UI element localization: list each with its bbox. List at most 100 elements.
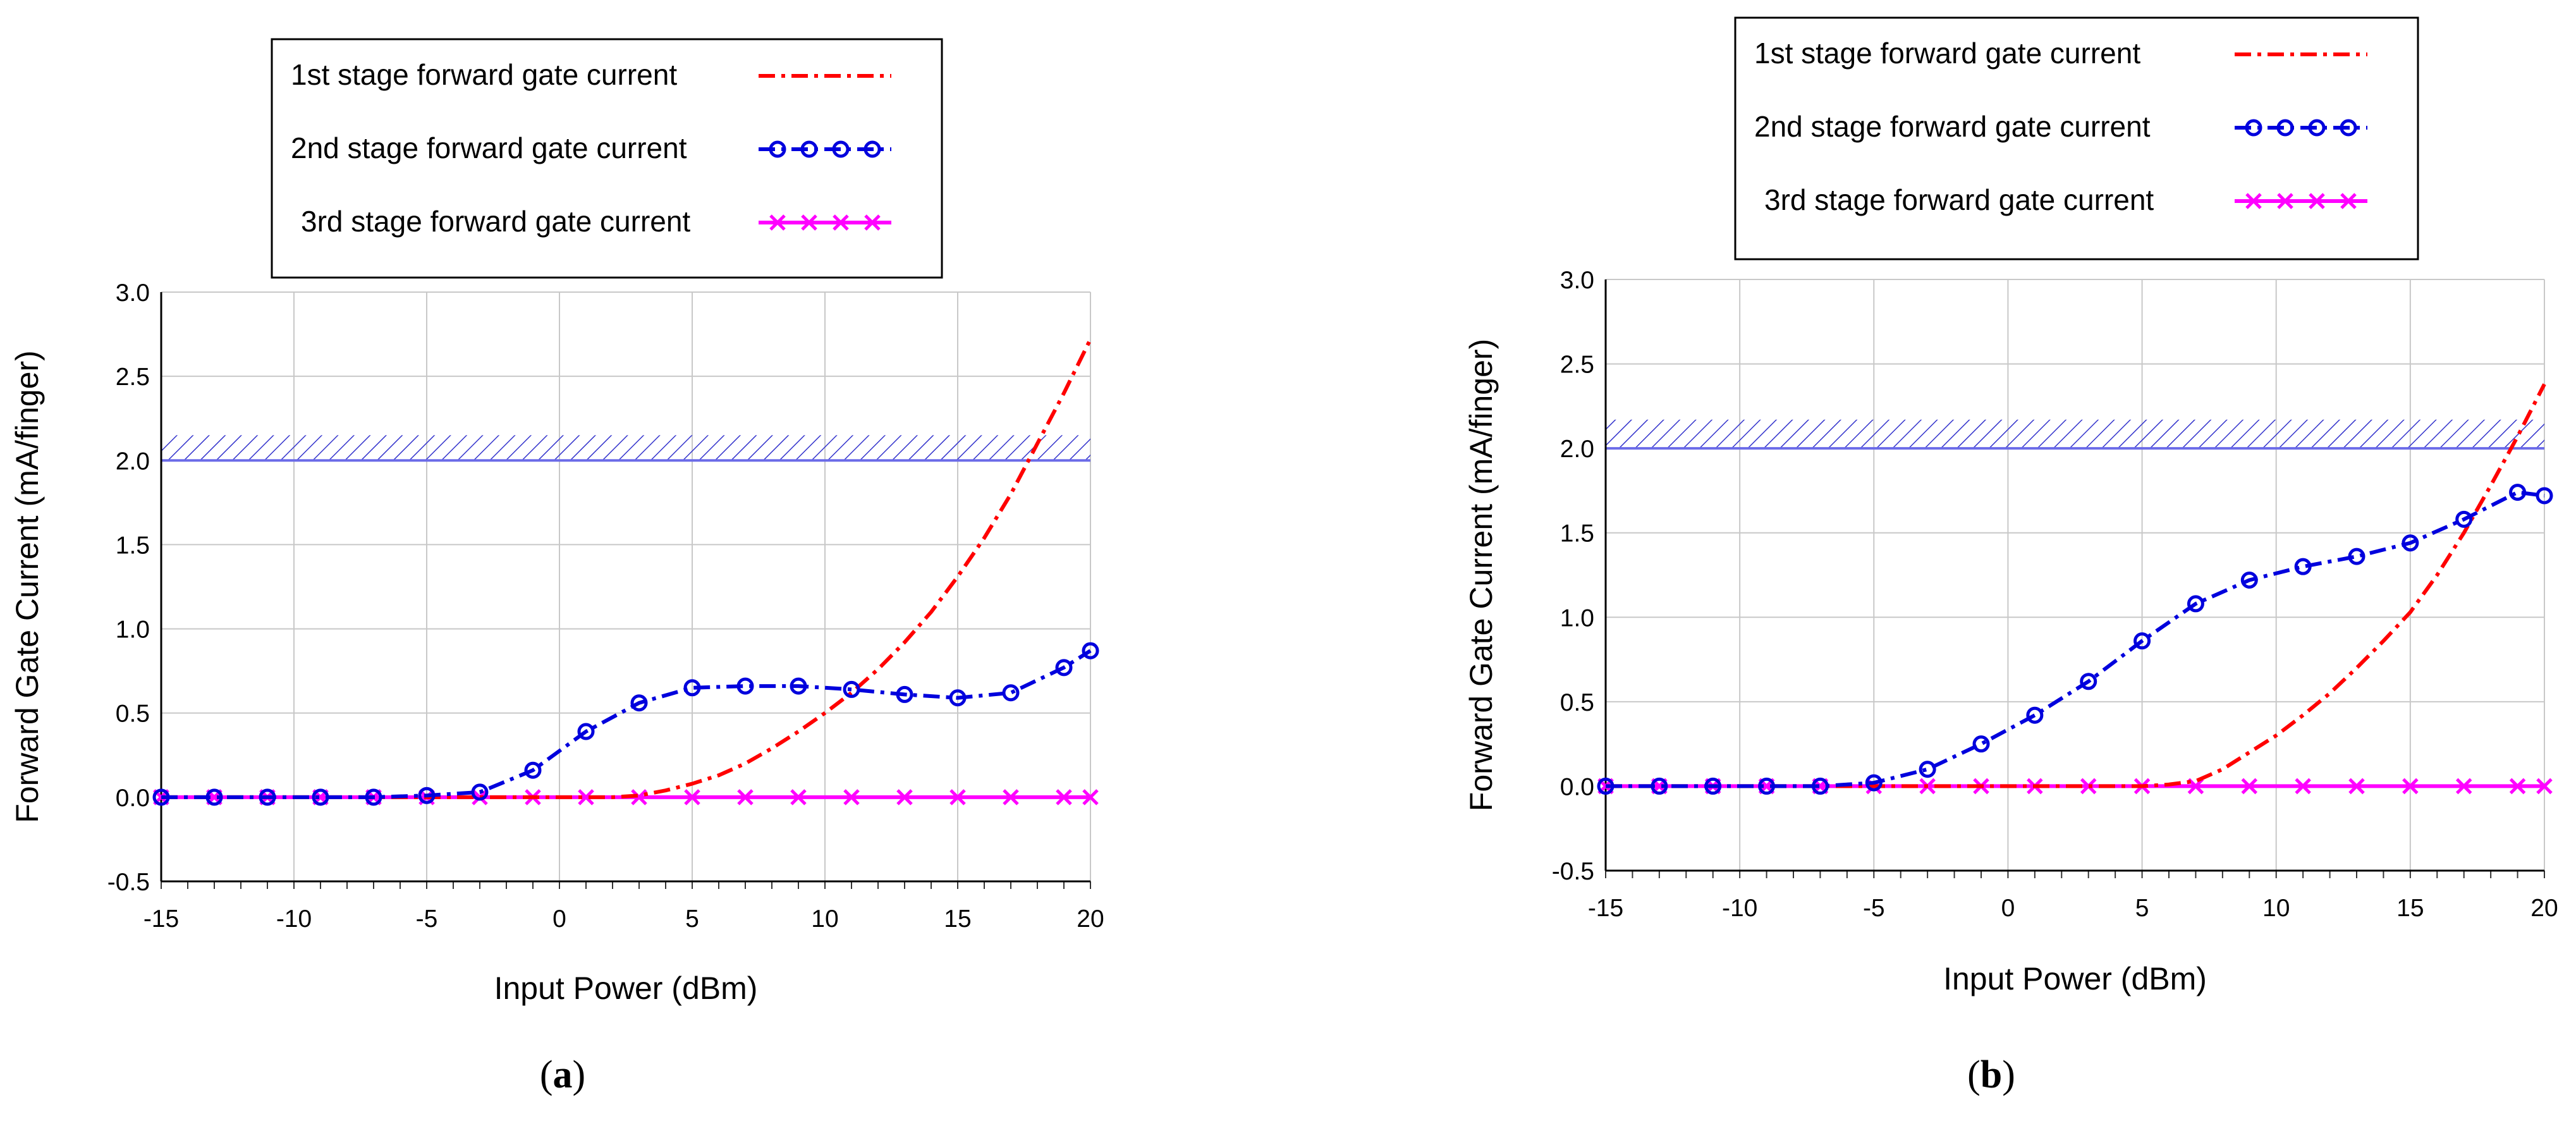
chart-panel-a: 3.0 2.5 2.0 1.5 1.0 0.5 0.0 -0.5 -15 -10 -5 0 5 10 15 2… — [0, 0, 1271, 1121]
series-2-point-14 — [896, 685, 913, 703]
series-3-point-15 — [949, 789, 966, 806]
series-3-point-13 — [843, 789, 860, 806]
x-tick-label: 15 — [944, 905, 971, 933]
series-3-point-8 — [578, 789, 594, 806]
series-2-point-17 — [2509, 484, 2527, 501]
series-legend-3-point-1 — [801, 214, 817, 231]
series-2-point-12 — [790, 677, 807, 695]
panel-caption: (a) — [540, 1053, 585, 1096]
series-2-point-4 — [1811, 777, 1829, 795]
series-legend-3-point-3 — [2340, 193, 2357, 209]
chart-b-svg: 3.0 2.5 2.0 1.5 1.0 0.5 0.0 -0.5 -15 -10 -5 0 5 10 15 2… — [1463, 16, 2558, 1096]
limit-hatch-band — [161, 435, 1090, 461]
series-3-point-15 — [2402, 778, 2419, 795]
series-3-point-9 — [2080, 778, 2097, 795]
y-tick-label: 0.0 — [1560, 773, 1594, 800]
legend-label-3: 3rd stage forward gate current — [301, 205, 690, 238]
x-tick-label: -10 — [276, 905, 312, 933]
series-3-point-12 — [2241, 778, 2258, 795]
series-3-point-11 — [2187, 778, 2204, 795]
series-3-point-18 — [2536, 778, 2553, 795]
panel-caption: (b) — [1967, 1053, 2015, 1096]
plot-area — [161, 292, 1090, 881]
legend-swatch-markers-2 — [769, 140, 881, 158]
series-2-point-10 — [683, 679, 701, 697]
x-tick-label: 5 — [2135, 895, 2149, 922]
legend-swatch-markers-3 — [2245, 193, 2357, 209]
series-2-point-17 — [1055, 659, 1073, 677]
series-2-point-7 — [1972, 735, 1990, 753]
series-2-point-5 — [1865, 774, 1883, 792]
series-2-point-8 — [577, 723, 595, 740]
series-2-point-7 — [524, 761, 542, 779]
x-tick-label: 10 — [811, 905, 838, 933]
chart-a-svg: 3.0 2.5 2.0 1.5 1.0 0.5 0.0 -0.5 -15 -10 -5 0 5 10 15 2… — [9, 38, 1104, 1096]
series-legend-3-point-0 — [769, 214, 786, 231]
series-legend-3-point-1 — [2277, 193, 2293, 209]
legend-label-1: 1st stage forward gate current — [291, 58, 677, 91]
series-2-point-15 — [949, 689, 967, 707]
y-tick-label: 0.0 — [116, 785, 150, 812]
series-3-point-9 — [631, 789, 647, 806]
y-axis-label: Forward Gate Current (mA/finger) — [9, 350, 45, 823]
series-3-point-14 — [896, 789, 913, 806]
x-tick-label: 20 — [1077, 905, 1104, 933]
x-tick-label: 0 — [552, 905, 566, 933]
legend-box — [271, 38, 943, 279]
series-legend-3-point-2 — [2309, 193, 2325, 209]
series-2-point-18 — [1082, 642, 1099, 659]
x-tick-label: 15 — [2396, 895, 2424, 922]
series-2-point-6 — [1919, 761, 1936, 778]
y-tick-label: 3.0 — [116, 279, 150, 307]
series-2-point-12 — [2240, 572, 2258, 589]
series-legend-3-point-3 — [864, 214, 881, 231]
series-legend-3-point-0 — [2245, 193, 2262, 209]
series-3-point-11 — [737, 789, 754, 806]
legend-label-1: 1st stage forward gate current — [1754, 37, 2140, 70]
y-tick-label: -0.5 — [107, 869, 150, 896]
series-legend-2-point-3 — [2340, 119, 2357, 137]
x-axis-label: Input Power (dBm) — [494, 971, 758, 1006]
x-tick-label: -15 — [1588, 895, 1623, 922]
y-tick-label: 2.5 — [116, 364, 150, 391]
series-2-point-2 — [259, 788, 276, 806]
series-2-point-1 — [1651, 777, 1668, 795]
x-axis-label: Input Power (dBm) — [1943, 961, 2207, 996]
series-2-point-11 — [736, 677, 754, 695]
legend-swatch-markers-2 — [2245, 119, 2357, 137]
series-2-point-8 — [2026, 706, 2044, 724]
y-tick-label: 1.5 — [1560, 520, 1594, 548]
series-line-1 — [161, 338, 1092, 799]
x-tick-label: 0 — [2001, 895, 2015, 922]
series-2-point-9 — [2080, 673, 2097, 690]
plot-area — [1606, 279, 2544, 871]
series-2-point-1 — [205, 788, 223, 806]
y-tick-label: 0.5 — [116, 701, 150, 728]
series-2-point-3 — [1758, 777, 1776, 795]
legend-label-3: 3rd stage forward gate current — [1764, 183, 2154, 216]
y-tick-label: 1.0 — [116, 616, 150, 644]
series-2-point-11 — [2187, 595, 2204, 613]
x-tick-label: 20 — [2530, 895, 2558, 922]
series-3-point-10 — [684, 789, 700, 806]
series-markers-2 — [152, 642, 1099, 806]
x-tick-label: -5 — [1863, 895, 1885, 922]
series-2-point-13 — [2294, 558, 2312, 575]
series-2-point-4 — [365, 788, 382, 806]
series-legend-2-point-2 — [2308, 119, 2326, 137]
x-tick-label: 10 — [2262, 895, 2290, 922]
series-legend-3-point-2 — [833, 214, 849, 231]
series-legend-2-point-0 — [2245, 119, 2262, 137]
series-3-point-16 — [1003, 789, 1019, 806]
y-tick-label: 2.0 — [116, 448, 150, 475]
series-3-point-18 — [1082, 789, 1099, 806]
series-2-point-16 — [1002, 684, 1020, 702]
series-legend-2-point-3 — [864, 140, 881, 158]
series-markers-2 — [1597, 484, 2553, 795]
series-2-point-0 — [1597, 777, 1615, 795]
series-2-point-5 — [418, 787, 436, 804]
series-2-point-14 — [2348, 548, 2365, 565]
series-2-point-3 — [312, 788, 329, 806]
series-2-point-9 — [630, 694, 648, 712]
series-3-point-16 — [2455, 778, 2472, 795]
